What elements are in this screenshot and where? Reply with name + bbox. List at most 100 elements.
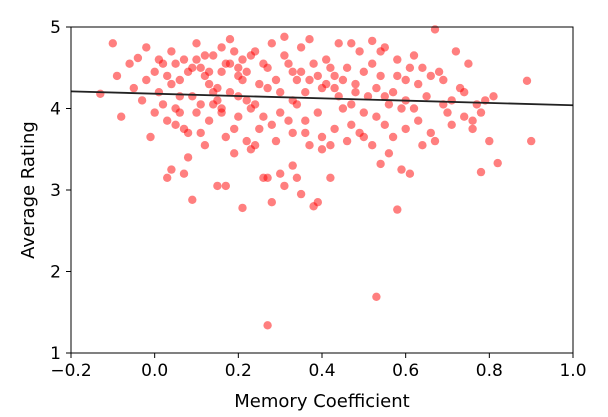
x-tick-label: 0.4 bbox=[308, 361, 335, 381]
data-point bbox=[221, 132, 230, 142]
data-point bbox=[522, 76, 532, 86]
data-point bbox=[351, 79, 360, 89]
data-point bbox=[342, 63, 352, 72]
data-point bbox=[372, 292, 381, 301]
data-point bbox=[188, 195, 197, 204]
data-point bbox=[117, 112, 126, 121]
data-point bbox=[489, 92, 498, 101]
data-point bbox=[443, 108, 452, 117]
data-point bbox=[255, 79, 264, 89]
data-point bbox=[242, 96, 251, 105]
data-point bbox=[468, 124, 477, 134]
data-point bbox=[200, 51, 210, 60]
data-point bbox=[363, 92, 373, 101]
data-point bbox=[238, 203, 247, 213]
data-point bbox=[326, 141, 335, 150]
data-point bbox=[246, 104, 256, 113]
data-point bbox=[263, 321, 272, 330]
data-point bbox=[167, 79, 176, 89]
data-point bbox=[393, 55, 402, 64]
data-point bbox=[217, 67, 226, 77]
data-point bbox=[288, 128, 297, 138]
data-point bbox=[271, 136, 281, 146]
data-point bbox=[217, 104, 226, 113]
data-point bbox=[468, 116, 477, 125]
data-point bbox=[242, 136, 251, 146]
data-point bbox=[451, 47, 461, 56]
data-point bbox=[192, 55, 201, 64]
data-point bbox=[430, 25, 440, 34]
points-layer bbox=[96, 25, 536, 330]
data-point bbox=[388, 132, 398, 142]
data-point bbox=[263, 83, 272, 93]
data-point bbox=[158, 100, 168, 109]
data-point bbox=[225, 59, 235, 68]
data-point bbox=[276, 169, 285, 178]
x-tick-label: 0.2 bbox=[225, 361, 252, 381]
data-point bbox=[322, 55, 331, 64]
data-point bbox=[296, 67, 306, 77]
data-point bbox=[330, 71, 339, 81]
data-point bbox=[330, 83, 339, 93]
data-point bbox=[301, 88, 310, 97]
data-point bbox=[234, 63, 243, 72]
data-point bbox=[372, 83, 381, 93]
data-point bbox=[493, 158, 502, 168]
data-point bbox=[183, 67, 193, 77]
data-point bbox=[401, 75, 410, 85]
data-point bbox=[175, 92, 184, 101]
data-point bbox=[418, 63, 427, 72]
data-point bbox=[476, 167, 486, 177]
data-point bbox=[393, 205, 402, 214]
data-point bbox=[209, 51, 218, 60]
data-point bbox=[217, 43, 226, 52]
data-point bbox=[460, 112, 469, 121]
data-point bbox=[338, 104, 348, 113]
data-point bbox=[355, 47, 364, 56]
data-point bbox=[154, 88, 164, 97]
x-tick-label: 0.0 bbox=[141, 361, 168, 381]
data-point bbox=[280, 51, 289, 60]
data-point bbox=[209, 100, 218, 109]
data-point bbox=[447, 96, 456, 105]
data-point bbox=[305, 75, 314, 85]
data-point bbox=[351, 88, 360, 97]
data-point bbox=[380, 120, 389, 129]
x-tick-label: −0.2 bbox=[50, 361, 91, 381]
y-tick-label: 1 bbox=[50, 344, 61, 364]
data-point bbox=[414, 79, 423, 89]
data-point bbox=[171, 59, 180, 68]
data-point bbox=[330, 124, 339, 134]
data-point bbox=[426, 128, 435, 138]
x-axis: −0.2 0.0 0.2 0.4 0.6 0.8 1.0 bbox=[50, 353, 587, 381]
data-point bbox=[167, 165, 176, 174]
data-point bbox=[414, 116, 423, 125]
data-point bbox=[317, 132, 327, 142]
data-point bbox=[230, 149, 239, 158]
data-point bbox=[485, 136, 494, 146]
data-point bbox=[301, 128, 310, 138]
data-point bbox=[326, 173, 335, 182]
data-point bbox=[234, 112, 243, 121]
data-point bbox=[259, 112, 268, 121]
data-point bbox=[401, 124, 410, 134]
data-point bbox=[280, 32, 289, 41]
data-point bbox=[464, 59, 473, 68]
data-point bbox=[188, 92, 197, 101]
x-tick-label: 0.8 bbox=[476, 361, 503, 381]
data-point bbox=[108, 39, 118, 48]
data-point bbox=[430, 136, 440, 146]
data-point bbox=[192, 108, 201, 117]
data-point bbox=[179, 55, 189, 64]
data-point bbox=[137, 96, 147, 105]
data-point bbox=[313, 198, 322, 207]
data-point bbox=[384, 149, 394, 158]
data-point bbox=[301, 116, 310, 125]
data-point bbox=[305, 35, 314, 44]
x-tick-label: 0.6 bbox=[392, 361, 419, 381]
data-point bbox=[276, 88, 285, 97]
data-point bbox=[434, 67, 444, 77]
data-point bbox=[171, 120, 180, 129]
data-point bbox=[230, 124, 239, 134]
data-point bbox=[133, 53, 143, 63]
